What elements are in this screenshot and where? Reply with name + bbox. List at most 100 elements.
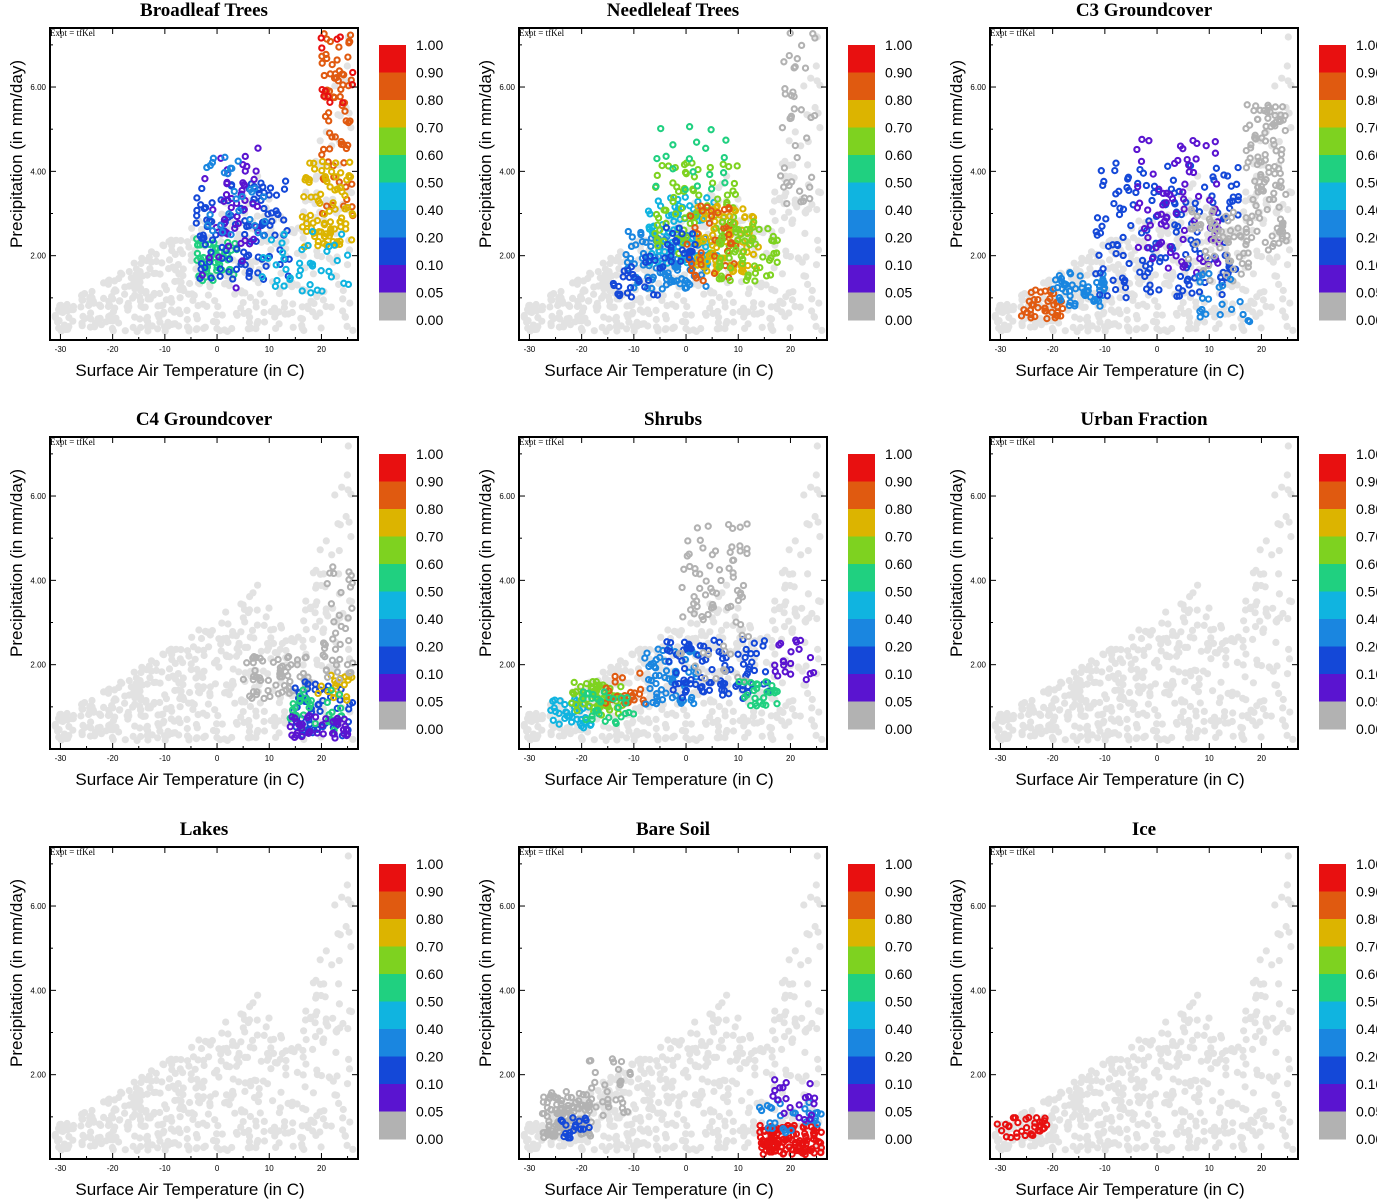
background-point xyxy=(257,647,265,655)
background-point xyxy=(1083,322,1091,331)
data-point xyxy=(239,161,247,169)
background-point xyxy=(156,289,164,298)
background-point xyxy=(200,667,208,675)
background-point xyxy=(721,298,729,306)
background-point xyxy=(1125,327,1133,335)
background-point xyxy=(224,620,232,628)
background-point xyxy=(156,270,164,278)
colorbar-swatch xyxy=(379,536,406,565)
background-point xyxy=(121,290,129,298)
data-point xyxy=(254,269,262,277)
data-point xyxy=(627,263,636,271)
data-point xyxy=(258,657,267,665)
x-tick-label: 20 xyxy=(317,345,326,354)
data-point xyxy=(323,202,331,210)
background-point xyxy=(577,324,586,333)
data-point xyxy=(1228,197,1237,205)
data-point xyxy=(755,225,763,234)
data-point xyxy=(617,683,625,691)
data-point xyxy=(317,34,325,42)
data-point xyxy=(733,162,741,170)
background-point xyxy=(590,736,598,744)
data-point xyxy=(348,211,357,219)
data-point xyxy=(681,193,689,201)
data-point xyxy=(725,254,733,262)
colorbar-label: 0.70 xyxy=(1356,120,1377,136)
data-point xyxy=(781,90,789,98)
data-point xyxy=(1140,224,1149,233)
background-point xyxy=(196,689,204,697)
background-point xyxy=(725,699,733,707)
data-point xyxy=(708,212,716,220)
data-point xyxy=(202,203,210,212)
background-point xyxy=(339,295,347,303)
data-point xyxy=(1146,221,1154,229)
data-point xyxy=(797,106,805,114)
data-point xyxy=(1238,259,1246,268)
data-point xyxy=(298,732,306,741)
background-point xyxy=(299,234,307,242)
data-point xyxy=(624,227,632,236)
background-point xyxy=(322,537,330,545)
data-point xyxy=(325,710,333,719)
background-point xyxy=(1283,261,1292,269)
data-point xyxy=(738,631,746,639)
data-point xyxy=(316,707,324,715)
background-point xyxy=(1149,317,1157,326)
background-point xyxy=(780,623,789,631)
colorbar-label: 0.50 xyxy=(1356,175,1377,191)
data-point xyxy=(343,731,351,740)
data-point xyxy=(703,194,711,202)
background-point xyxy=(767,303,775,311)
background-point xyxy=(65,723,73,731)
data-point xyxy=(205,254,213,262)
data-point xyxy=(706,170,714,179)
background-point xyxy=(217,647,225,655)
data-point xyxy=(199,231,207,239)
background-point xyxy=(218,720,226,728)
background-point xyxy=(1018,322,1026,330)
data-point xyxy=(337,85,345,94)
background-point xyxy=(547,322,555,330)
background-point xyxy=(124,708,132,717)
data-point xyxy=(706,163,714,172)
data-point xyxy=(234,219,242,228)
background-point xyxy=(715,702,724,711)
data-point xyxy=(1275,239,1283,247)
background-point xyxy=(322,302,330,311)
background-point xyxy=(782,581,790,589)
background-point xyxy=(1151,297,1159,305)
background-point xyxy=(281,299,289,307)
data-point xyxy=(261,217,269,226)
background-point xyxy=(1262,302,1270,311)
data-point xyxy=(1168,195,1177,203)
data-point xyxy=(656,264,664,272)
data-point xyxy=(254,229,262,237)
data-point xyxy=(208,227,217,235)
background-point xyxy=(1132,311,1140,320)
background-point xyxy=(59,717,67,725)
y-tick-label: 2.00 xyxy=(30,252,46,261)
data-point xyxy=(1071,285,1080,293)
data-point xyxy=(780,164,789,172)
background-point xyxy=(121,327,129,335)
background-point xyxy=(1267,303,1275,311)
data-point xyxy=(719,666,728,674)
data-point xyxy=(264,210,272,218)
background-point xyxy=(188,224,196,232)
data-point xyxy=(343,251,352,259)
data-point xyxy=(336,33,344,41)
data-point xyxy=(264,254,272,262)
data-point xyxy=(654,197,662,205)
background-point xyxy=(786,324,794,332)
data-point xyxy=(572,701,580,709)
background-point xyxy=(606,259,614,268)
colorbar-label: 0.10 xyxy=(416,257,443,273)
data-point xyxy=(1204,262,1213,270)
background-point xyxy=(204,291,212,299)
background-point xyxy=(715,313,723,321)
background-point xyxy=(345,645,353,654)
background-point xyxy=(1160,326,1169,334)
